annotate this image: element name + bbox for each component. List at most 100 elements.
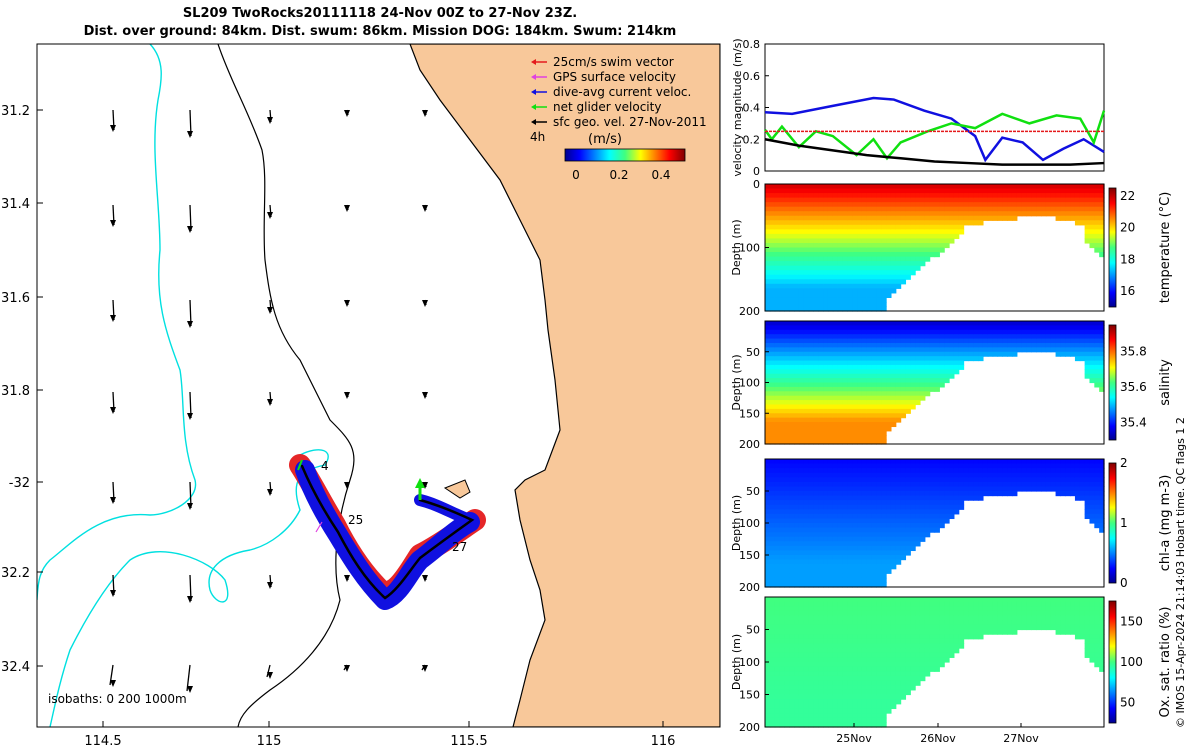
heatmap-cell [886,550,892,556]
heatmap-cell [934,468,940,474]
heatmap-cell [876,582,882,588]
heatmap-cell [774,256,781,262]
heatmap-cell [919,252,926,258]
heatmap-cell [769,629,776,635]
heatmap-cell [919,509,926,515]
heatmap-cell [992,351,999,357]
heatmap-cell [1036,202,1042,208]
heatmap-cell [798,491,805,497]
heatmap-cell [871,400,877,406]
heatmap-cell [827,643,834,649]
map-xtick-label: 114.5 [84,734,121,749]
heatmap-cell [919,238,926,244]
heatmap-cell [890,334,897,340]
heatmap-cell [808,513,815,520]
heatmap-cell [818,306,824,312]
heatmap-cell [823,426,829,432]
heatmap-cell [852,274,858,280]
heatmap-cell [818,391,824,397]
heatmap-cell [895,347,902,353]
heatmap-cell [915,265,921,271]
heatmap-cell [818,242,824,249]
heatmap-cell [861,582,868,588]
heatmap-cell [852,629,858,635]
heatmap-cell [919,220,926,226]
heatmap-cell [905,620,911,626]
heatmap-cell [900,629,907,635]
heatmap-cell [1094,486,1100,492]
heatmap-cell [997,459,1003,465]
heatmap-cell [789,193,795,199]
heatmap-cell [978,459,984,465]
heatmap-cell [1011,601,1018,607]
heatmap-cell [827,573,834,579]
heatmap-cell [978,334,984,340]
heatmap-cell [803,382,810,388]
heatmap-cell [823,413,829,419]
heatmap-cell [1070,197,1076,203]
heatmap-cell [784,536,790,542]
heatmap-cell [813,265,819,271]
heatmap-cell [968,325,974,331]
heatmap-cell [832,215,839,221]
heatmap-cell [837,325,844,331]
heatmap-cell [769,382,776,388]
heatmap-cell [1079,347,1086,353]
heatmap-cell [842,400,848,406]
heatmap-cell [1084,500,1091,506]
heatmap-cell [769,193,776,199]
heatmap-cell [973,329,979,335]
heatmap-cell [915,666,921,672]
heatmap-cell [905,662,911,668]
heatmap-cell [798,224,805,230]
heatmap-cell [890,382,897,388]
heatmap-cell [963,468,969,474]
heatmap-cell [953,197,960,203]
heatmap-cell [823,624,829,631]
heatmap-cell [871,288,877,294]
heatmap-cell [847,573,853,579]
heatmap-cell [769,378,776,384]
heatmap-cell [837,283,844,289]
heatmap-cell [798,435,805,441]
heatmap-cell [779,504,785,510]
heatmap-cell [857,422,863,428]
heatmap-cell [852,197,858,203]
heatmap-cell [1026,610,1032,617]
heatmap-cell [876,373,882,379]
heatmap-cell [847,247,853,253]
heatmap-cell [953,597,960,603]
heatmap-cell [958,486,965,492]
heatmap-cell [992,597,999,603]
heatmap-cell [765,468,771,474]
heatmap-cell [876,481,882,488]
heatmap-cell [1070,347,1076,353]
heatmap-cell [794,220,800,226]
heatmap-cell [919,513,926,520]
heatmap-cell [794,184,800,190]
heatmap-cell [827,342,834,348]
heatmap-cell [886,347,892,353]
heatmap-cell [900,610,907,617]
heatmap-cell [982,491,989,497]
heatmap-cell [827,652,834,658]
heatmap-cell [910,597,916,603]
heatmap-cell [857,468,863,474]
heatmap-cell [929,657,936,663]
heatmap-cell [769,252,776,258]
heatmap-cell [953,334,960,340]
heatmap-cell [934,184,940,190]
heatmap-cell [910,360,916,366]
heatmap-cell [871,395,877,401]
heatmap-cell [919,472,926,478]
heatmap-cell [915,610,921,617]
heatmap-cell [905,597,911,603]
heatmap-cell [842,417,848,423]
heatmap-cell [818,288,824,294]
heatmap-cell [857,481,863,488]
heatmap-cell [866,634,873,640]
heatmap-cell [886,527,892,533]
heatmap-cell [895,279,902,285]
heatmap-cell [847,662,853,668]
heatmap-cell [1094,193,1100,199]
